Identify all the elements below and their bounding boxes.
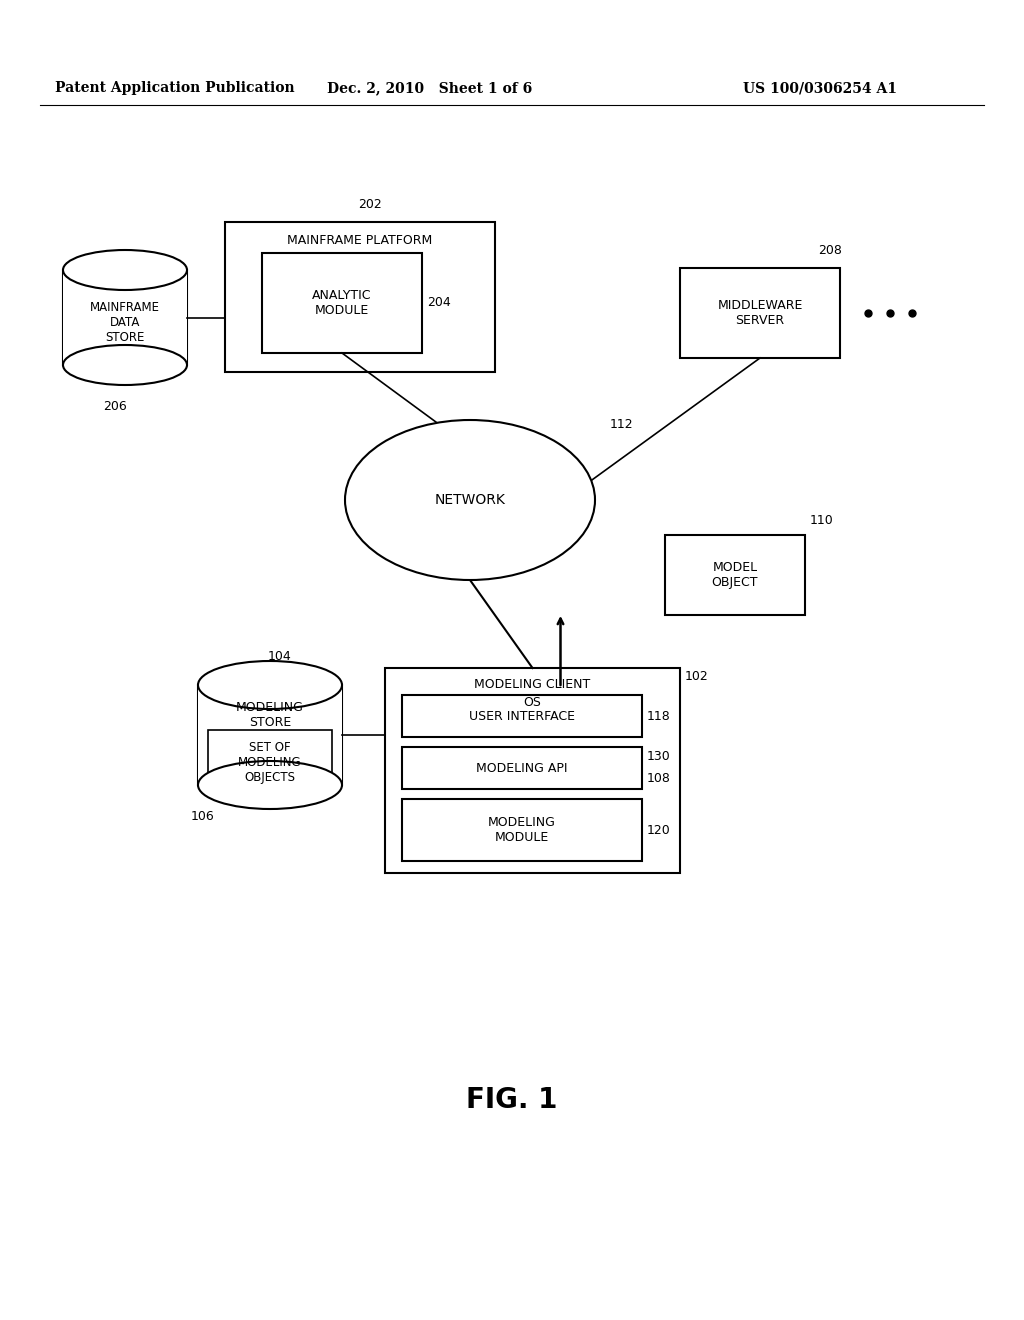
Text: 112: 112 [610, 418, 634, 432]
Text: MIDDLEWARE
SERVER: MIDDLEWARE SERVER [718, 300, 803, 327]
Text: MAINFRAME PLATFORM: MAINFRAME PLATFORM [288, 234, 432, 247]
Text: OS: OS [523, 696, 542, 709]
Text: 206: 206 [103, 400, 127, 413]
Bar [402, 747, 642, 789]
Text: SET OF
MODELING
OBJECTS: SET OF MODELING OBJECTS [239, 741, 302, 784]
Text: FIG. 1: FIG. 1 [466, 1086, 558, 1114]
Text: MODELING
MODULE: MODELING MODULE [488, 816, 556, 843]
Bar [680, 268, 840, 358]
Bar [262, 253, 422, 352]
Bar [402, 696, 642, 737]
Ellipse shape [63, 249, 187, 290]
Text: MODELING API: MODELING API [476, 762, 567, 775]
Bar [402, 799, 642, 861]
Text: MODELING CLIENT: MODELING CLIENT [474, 677, 591, 690]
Text: 130: 130 [647, 750, 671, 763]
Ellipse shape [198, 661, 342, 709]
Text: Patent Application Publication: Patent Application Publication [55, 81, 295, 95]
Text: 208: 208 [818, 243, 842, 256]
Text: 104: 104 [268, 651, 292, 664]
Text: 102: 102 [685, 669, 709, 682]
Ellipse shape [198, 762, 342, 809]
Bar [225, 222, 495, 372]
Text: 120: 120 [647, 824, 671, 837]
Text: 118: 118 [647, 710, 671, 722]
Text: 106: 106 [191, 810, 215, 824]
Text: MODELING
STORE: MODELING STORE [237, 701, 304, 729]
Bar [198, 685, 342, 785]
Text: USER INTERFACE: USER INTERFACE [469, 710, 575, 722]
Text: 204: 204 [427, 297, 451, 309]
Bar [63, 271, 187, 366]
Text: Dec. 2, 2010   Sheet 1 of 6: Dec. 2, 2010 Sheet 1 of 6 [328, 81, 532, 95]
Text: MODEL
OBJECT: MODEL OBJECT [712, 561, 758, 589]
Text: 110: 110 [810, 513, 834, 527]
Text: US 100/0306254 A1: US 100/0306254 A1 [743, 81, 897, 95]
Ellipse shape [63, 345, 187, 385]
Bar [208, 730, 332, 795]
Bar [385, 668, 680, 873]
Ellipse shape [345, 420, 595, 579]
Text: ANALYTIC
MODULE: ANALYTIC MODULE [312, 289, 372, 317]
Text: 108: 108 [647, 771, 671, 784]
Text: 202: 202 [358, 198, 382, 210]
Text: MAINFRAME
DATA
STORE: MAINFRAME DATA STORE [90, 301, 160, 345]
Bar [665, 535, 805, 615]
Text: NETWORK: NETWORK [434, 492, 506, 507]
